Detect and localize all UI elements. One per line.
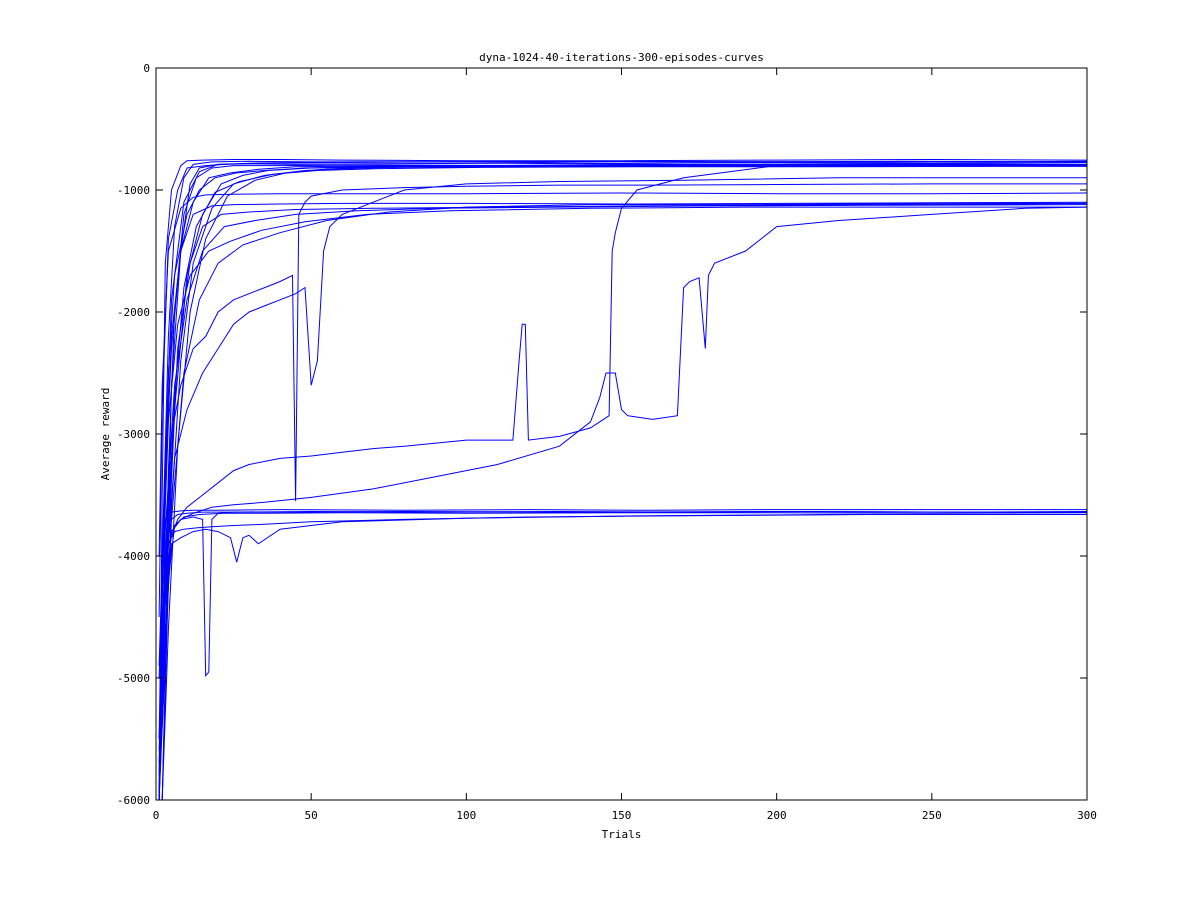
series-line-25 — [161, 512, 1087, 800]
y-tick-label: -6000 — [117, 794, 150, 807]
x-tick-label: 250 — [922, 809, 942, 822]
y-tick-label: -3000 — [117, 428, 150, 441]
series-line-26 — [158, 514, 1087, 800]
y-axis-label: Average reward — [99, 388, 112, 481]
series-line-9 — [158, 160, 1087, 666]
y-tick-label: -2000 — [117, 306, 150, 319]
x-tick-label: 300 — [1077, 809, 1097, 822]
x-tick-label: 150 — [612, 809, 632, 822]
x-tick-label: 100 — [456, 809, 476, 822]
series-line-23 — [158, 509, 1087, 800]
series-line-17 — [158, 206, 1087, 800]
series-line-1 — [158, 158, 1087, 800]
x-axis-label: Trials — [602, 828, 642, 841]
series-line-14 — [158, 201, 1087, 679]
series-line-22 — [158, 206, 1087, 800]
series-line-13 — [158, 192, 1087, 557]
axis-layer: 0 50 100 150 200 250 300 0 -1000 -2000 -3000 -4000 -… — [117, 62, 1097, 822]
series-line-24 — [158, 510, 1087, 740]
series-line-21 — [158, 163, 1087, 800]
series-line-16 — [158, 204, 1087, 752]
series-line-19 — [158, 183, 1087, 800]
series-line-8 — [161, 165, 1087, 800]
series-line-15 — [161, 202, 1087, 800]
series-line-20 — [158, 177, 1087, 800]
y-tick-label: -1000 — [117, 184, 150, 197]
series-line-11 — [161, 164, 1087, 715]
x-tick-label: 200 — [767, 809, 787, 822]
series-line-18 — [161, 202, 1087, 727]
series-line-28 — [158, 510, 1087, 800]
series-layer — [158, 158, 1087, 800]
x-tick-label: 0 — [153, 809, 160, 822]
series-line-27 — [158, 514, 1087, 800]
y-tick-label: -5000 — [117, 672, 150, 685]
y-tick-label: 0 — [143, 62, 150, 75]
series-line-5 — [161, 164, 1087, 703]
chart-title: dyna-1024-40-iterations-300-episodes-cur… — [479, 51, 764, 64]
y-tick-label: -4000 — [117, 550, 150, 563]
x-tick-label: 50 — [305, 809, 318, 822]
